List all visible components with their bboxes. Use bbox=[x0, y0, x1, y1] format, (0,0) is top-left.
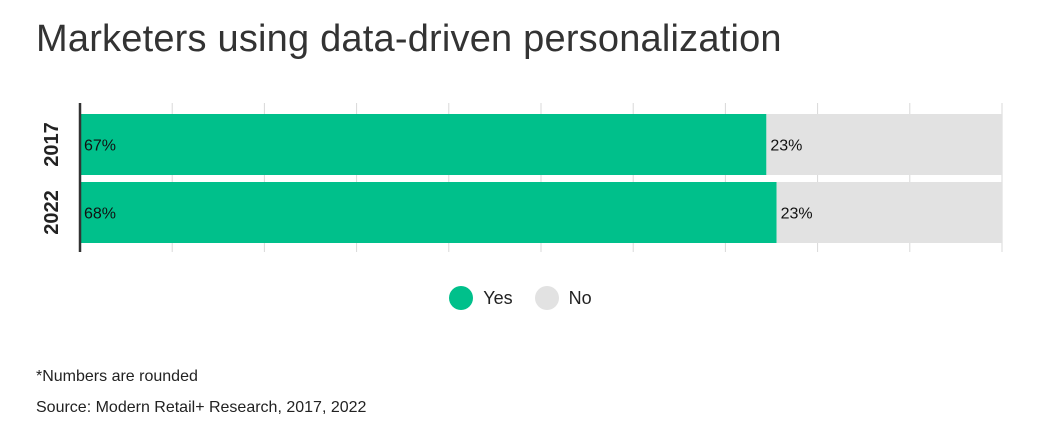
category-label-2022: 2022 bbox=[41, 190, 63, 235]
legend-label-yes: Yes bbox=[483, 287, 513, 308]
data-label-yes-2022: 68% bbox=[84, 206, 116, 223]
legend-swatch-yes bbox=[449, 286, 474, 310]
legend-label-no: No bbox=[568, 287, 592, 308]
legend-swatch-no bbox=[534, 286, 559, 310]
data-label-no-2017: 23% bbox=[770, 138, 802, 155]
bar-no-2022 bbox=[776, 182, 1002, 243]
legend: Yes No bbox=[0, 286, 1041, 310]
chart-title: Marketers using data-driven personalizat… bbox=[36, 18, 782, 60]
source-note: Source: Modern Retail+ Research, 2017, 2… bbox=[36, 399, 367, 416]
data-label-no-2022: 23% bbox=[781, 206, 813, 223]
legend-item-no: No bbox=[534, 286, 592, 310]
bar-yes-2022 bbox=[80, 182, 777, 243]
footnote: *Numbers are rounded bbox=[36, 368, 198, 385]
category-label-2017: 2017 bbox=[41, 122, 63, 167]
data-label-yes-2017: 67% bbox=[84, 138, 116, 155]
bar-yes-2017 bbox=[80, 114, 767, 175]
legend-item-yes: Yes bbox=[449, 286, 513, 310]
bar-no-2017 bbox=[766, 114, 1002, 175]
